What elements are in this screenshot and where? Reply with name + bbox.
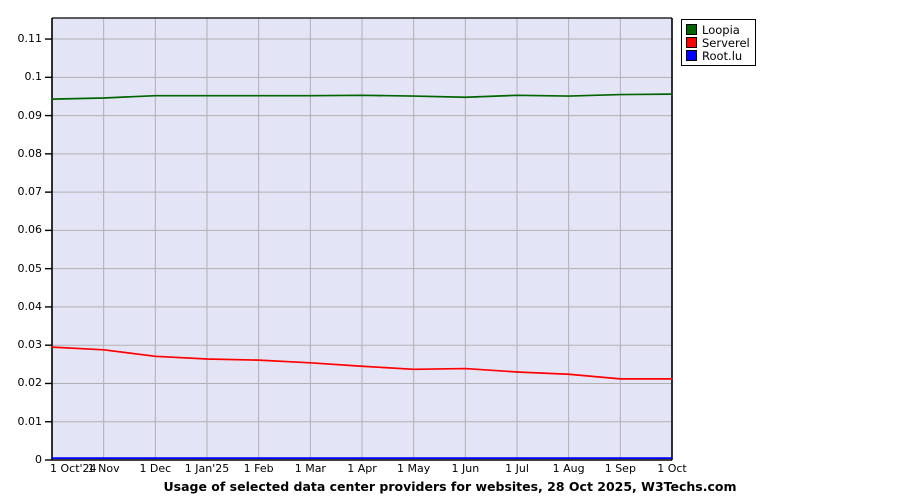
y-tick-label: 0.05: [17, 261, 43, 275]
y-tick-marks: [45, 38, 52, 461]
y-tick-label: 0.1: [24, 70, 43, 84]
legend-item[interactable]: Loopia: [686, 23, 750, 36]
y-tick-label: 0.02: [17, 376, 43, 390]
chart-legend: Loopia Serverel Root.lu: [681, 19, 756, 66]
y-tick-label: 0.09: [17, 108, 43, 122]
legend-swatch-rootlu: [686, 50, 697, 61]
x-tick-label: 1 Feb: [243, 462, 274, 475]
x-tick-label: 1 Jun: [451, 462, 480, 475]
x-tick-label: 1 Jan'25: [184, 462, 230, 475]
y-tick-label: 0.03: [17, 338, 43, 352]
legend-label-serverel: Serverel: [702, 35, 750, 50]
gridlines: [52, 18, 673, 460]
x-tick-label: 1 Sep: [604, 462, 636, 475]
y-tick-label: 0.07: [17, 185, 43, 199]
x-tick-label: 1 Apr: [347, 462, 377, 475]
x-tick-label: 1 Nov: [87, 462, 120, 475]
chart-caption: Usage of selected data center providers …: [163, 479, 737, 494]
x-tick-label: 1 Oct: [657, 462, 687, 475]
series-lines: [51, 93, 673, 459]
x-tick-label: 1 Oct'24: [50, 462, 97, 475]
legend-swatch-serverel: [686, 37, 697, 48]
series-line-loopia: [51, 93, 673, 100]
legend-label-loopia: Loopia: [702, 22, 740, 37]
x-tick-label: 1 Jul: [505, 462, 529, 475]
y-tick-label: 0.04: [17, 299, 43, 313]
legend-swatch-loopia: [686, 24, 697, 35]
x-tick-label: 1 Dec: [139, 462, 172, 475]
y-tick-label: 0.06: [17, 223, 43, 237]
y-tick-label: 0.01: [17, 414, 43, 428]
y-tick-label: 0.08: [17, 146, 43, 160]
x-tick-label: 1 Aug: [552, 462, 585, 475]
x-tick-label: 1 Mar: [294, 462, 326, 475]
x-tick-label: 1 May: [397, 462, 431, 475]
y-tick-label: 0.11: [17, 32, 43, 46]
series-line-serverel: [51, 346, 673, 380]
y-tick-label: 0: [35, 453, 42, 466]
legend-item[interactable]: Root.lu: [686, 49, 750, 62]
axis-lines: [51, 17, 673, 461]
legend-label-rootlu: Root.lu: [702, 48, 743, 63]
legend-item[interactable]: Serverel: [686, 36, 750, 49]
